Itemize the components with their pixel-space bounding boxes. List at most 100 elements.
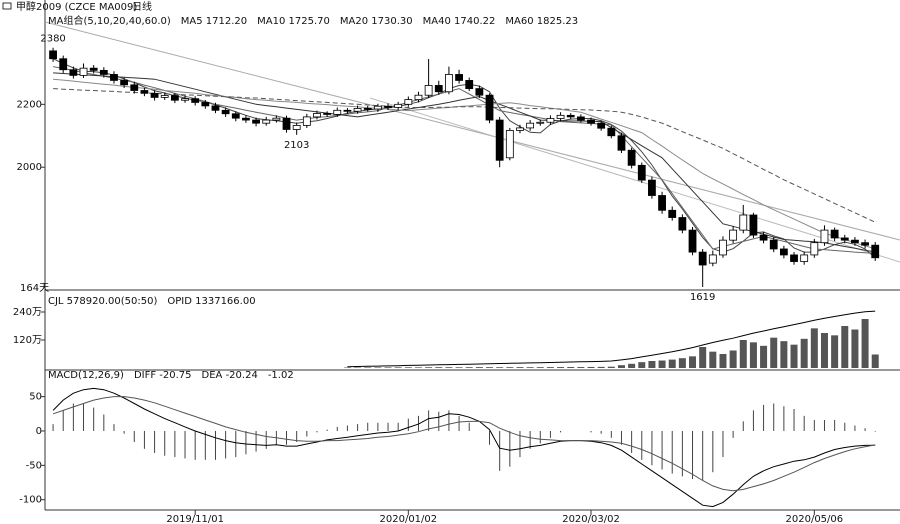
candle-body xyxy=(262,119,271,124)
volume-bar xyxy=(678,358,686,368)
candle-body xyxy=(627,149,636,166)
diff-line xyxy=(52,387,876,508)
candle-body xyxy=(769,239,778,250)
candle-body xyxy=(252,119,260,124)
high-annotation: 2380 xyxy=(40,34,65,45)
candle-body xyxy=(333,109,342,115)
candle-body xyxy=(617,135,626,151)
candle-body xyxy=(648,179,656,196)
candle-body xyxy=(790,254,798,262)
candle-body xyxy=(861,242,869,246)
candle-body xyxy=(698,251,707,266)
volume-bar xyxy=(699,347,707,368)
volume-bar xyxy=(810,328,818,368)
volume-bar xyxy=(445,367,453,368)
legend-item: MA5 1712.20 xyxy=(181,16,247,27)
volume-bar xyxy=(374,367,382,368)
volume-bar xyxy=(516,367,524,368)
y-tick-label: 2000 xyxy=(17,162,42,173)
candle-body xyxy=(668,209,677,218)
candle-body xyxy=(688,229,697,253)
candle-body xyxy=(191,98,200,103)
candle-body xyxy=(302,116,311,126)
candle-body xyxy=(242,117,250,121)
candle-body xyxy=(394,103,403,108)
legend-item: MA10 1725.70 xyxy=(257,16,330,27)
volume-bar xyxy=(364,367,372,368)
volume-bar xyxy=(597,366,605,368)
candle-body xyxy=(282,117,291,130)
ma-line xyxy=(52,58,876,259)
candle-body xyxy=(495,119,504,161)
candle-body xyxy=(566,114,575,118)
volume-bar xyxy=(689,356,697,368)
volume-bar xyxy=(709,351,717,368)
legend-item: MA60 1825.23 xyxy=(505,16,578,27)
y-tick-label: -100 xyxy=(19,495,42,506)
candle-body xyxy=(505,130,514,159)
candle-body xyxy=(140,90,149,94)
menu-icon[interactable] xyxy=(2,2,12,10)
volume-bar xyxy=(536,367,544,368)
candle-body xyxy=(556,114,565,119)
legend-item: MA20 1730.30 xyxy=(340,16,413,27)
candle-body xyxy=(820,229,829,244)
volume-bar xyxy=(800,338,808,368)
legend-item: CJL 578920.00(50:50) xyxy=(48,296,157,307)
ma-line xyxy=(53,88,876,223)
candle-body xyxy=(637,164,646,181)
volume-bar xyxy=(496,367,504,368)
candle-body xyxy=(120,80,129,86)
candle-body xyxy=(424,85,433,96)
volume-bar xyxy=(526,367,534,368)
volume-bar xyxy=(851,329,859,368)
volume-bar xyxy=(729,350,737,368)
volume-bar xyxy=(760,345,768,368)
candle-body xyxy=(363,108,372,110)
candle-body xyxy=(110,74,118,81)
candle-body xyxy=(150,92,159,98)
candle-body xyxy=(810,242,819,256)
dea-line xyxy=(52,396,876,492)
volume-bar xyxy=(455,367,463,368)
days-label: 164天 xyxy=(20,283,49,294)
candle-body xyxy=(546,118,555,123)
candle-body xyxy=(779,248,788,256)
volume-bar xyxy=(749,342,757,368)
ma-line xyxy=(53,78,876,250)
candle-body xyxy=(475,88,484,96)
candle-body xyxy=(729,229,738,241)
candle-body xyxy=(99,69,108,75)
candle-body xyxy=(211,105,220,111)
candle-body xyxy=(708,254,717,264)
candle-body xyxy=(404,99,413,105)
volume-bar xyxy=(820,333,828,368)
period[interactable]: 日线 xyxy=(132,0,152,13)
candle-body xyxy=(587,119,595,124)
volume-bar xyxy=(475,367,483,368)
candle-body xyxy=(170,95,179,101)
ma-line xyxy=(53,72,876,253)
volume-bar xyxy=(587,366,595,368)
volume-bar xyxy=(668,359,676,368)
candle-body xyxy=(526,122,535,129)
candle-body xyxy=(181,98,189,101)
candle-body xyxy=(678,217,687,231)
volume-bar xyxy=(394,367,402,368)
volume-bar xyxy=(506,367,514,368)
volume-bar xyxy=(404,367,412,368)
open-interest-line xyxy=(347,310,876,368)
candle-body xyxy=(59,58,68,71)
volume-bar xyxy=(577,367,585,368)
candle-body xyxy=(749,214,758,236)
volume-bar xyxy=(343,367,351,369)
trend-line xyxy=(44,21,900,241)
legend-item: DEA -20.24 xyxy=(202,370,258,381)
candle-body xyxy=(434,85,443,93)
volume-bar xyxy=(435,367,443,368)
candle-body xyxy=(130,84,139,91)
candle-body xyxy=(353,108,362,112)
volume-bar xyxy=(425,367,433,368)
